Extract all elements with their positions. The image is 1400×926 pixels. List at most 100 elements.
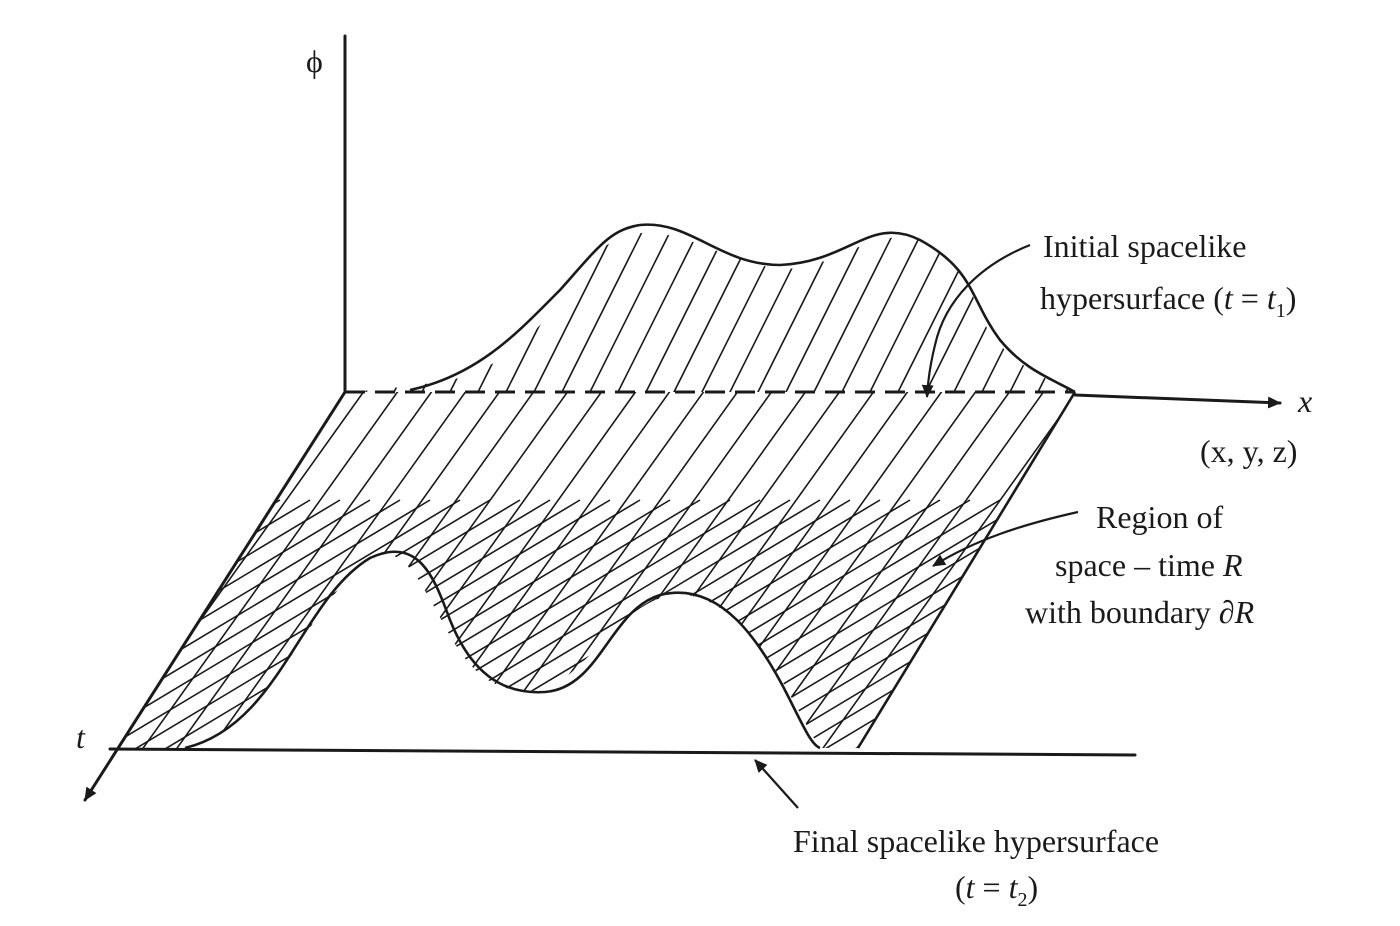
hatch-line bbox=[0, 380, 100, 800]
hatch-line bbox=[118, 499, 491, 748]
hatch-line bbox=[853, 392, 1075, 748]
final-surface-base-line bbox=[108, 747, 1137, 757]
hatch-line bbox=[259, 499, 761, 748]
hatch-line bbox=[653, 232, 855, 392]
phi-axis-label: ϕ bbox=[306, 43, 323, 79]
hatch-line bbox=[513, 232, 715, 392]
hatch-line bbox=[737, 232, 939, 392]
hatch-line bbox=[681, 232, 883, 392]
hatch-line bbox=[345, 232, 379, 392]
hatch-line bbox=[118, 499, 191, 748]
hatch-line bbox=[597, 232, 799, 392]
hatch-line bbox=[118, 392, 407, 748]
hatch-line bbox=[118, 499, 341, 748]
hatch-line bbox=[547, 392, 849, 748]
hatch-line bbox=[319, 499, 821, 748]
x-axis-label: x bbox=[1297, 383, 1312, 419]
hatch-line bbox=[1296, 380, 1400, 800]
region-label-line1: Region of bbox=[1096, 499, 1223, 535]
hatch-line bbox=[429, 232, 631, 392]
hatch-line bbox=[529, 499, 1031, 748]
hatch-line bbox=[345, 232, 547, 392]
hatch-line bbox=[139, 392, 441, 748]
hatch-line bbox=[457, 232, 659, 392]
hatch-line bbox=[118, 499, 281, 748]
hatch-line bbox=[717, 392, 1019, 748]
hatch-line bbox=[118, 499, 371, 748]
initial-surface-curve bbox=[409, 223, 1076, 394]
hatch-line bbox=[275, 392, 577, 748]
hatch-line bbox=[118, 392, 373, 748]
hatch-line bbox=[118, 499, 611, 748]
hatch-line bbox=[229, 499, 731, 748]
hatch-line bbox=[1250, 500, 1400, 800]
hatch-line bbox=[751, 392, 1053, 748]
hatch-line bbox=[1330, 380, 1400, 800]
hatch-line bbox=[118, 499, 131, 748]
hatch-line bbox=[479, 392, 781, 748]
hatch-line bbox=[513, 392, 815, 748]
region-label-line3: with boundary ∂R bbox=[1025, 594, 1255, 630]
final-surface-curve bbox=[184, 550, 821, 750]
hatch-line bbox=[1100, 500, 1400, 800]
hatch-line bbox=[1160, 500, 1400, 800]
t-axis-label: t bbox=[76, 719, 86, 755]
initial-surface-label-line2: hypersurface (t = t1) bbox=[1040, 280, 1296, 322]
final-surface-pointer bbox=[754, 759, 799, 809]
hatch-line bbox=[649, 392, 951, 748]
hatch-line bbox=[0, 500, 100, 800]
region-crosshatching bbox=[0, 380, 1400, 800]
region-pointer bbox=[932, 510, 1079, 567]
hatch-line bbox=[118, 392, 203, 748]
hatch-line bbox=[887, 392, 1075, 748]
hatch-line bbox=[379, 499, 881, 748]
hatch-line bbox=[345, 232, 519, 392]
hatch-line bbox=[921, 392, 1075, 748]
hatch-line bbox=[1190, 500, 1400, 800]
t-axis bbox=[83, 390, 347, 802]
hatch-line bbox=[118, 392, 237, 748]
hatch-line bbox=[199, 499, 701, 748]
final-surface-label-line1: Final spacelike hypersurface bbox=[793, 823, 1159, 859]
hatch-line bbox=[581, 392, 883, 748]
hatch-line bbox=[1220, 500, 1400, 800]
hatch-line bbox=[118, 499, 221, 748]
hatch-line bbox=[541, 232, 743, 392]
region-right-edge bbox=[856, 391, 1077, 749]
hatch-line bbox=[559, 499, 1061, 748]
hatch-line bbox=[1310, 500, 1400, 800]
hatch-line bbox=[118, 392, 135, 748]
hatch-line bbox=[289, 499, 791, 748]
hatch-line bbox=[118, 499, 461, 748]
hatch-line bbox=[569, 232, 771, 392]
hatch-line bbox=[343, 392, 645, 748]
hatch-line bbox=[309, 392, 611, 748]
final-surface-label-line2: (t = t2) bbox=[955, 869, 1038, 911]
initial-surface-label-line1: Initial spacelike bbox=[1043, 228, 1246, 264]
hatch-line bbox=[118, 499, 551, 748]
hatch-line bbox=[118, 499, 521, 748]
hatch-line bbox=[1370, 500, 1400, 800]
hatch-line bbox=[118, 499, 431, 748]
hatch-line bbox=[118, 499, 401, 748]
hatch-line bbox=[1280, 500, 1400, 800]
hatch-line bbox=[785, 392, 1075, 748]
hatch-line bbox=[411, 392, 713, 748]
x-axis bbox=[1073, 393, 1282, 409]
hatch-line bbox=[615, 392, 917, 748]
hatch-line bbox=[765, 232, 967, 392]
hatch-line bbox=[241, 392, 543, 748]
hatch-line bbox=[118, 499, 161, 748]
hatch-line bbox=[207, 392, 509, 748]
hatch-line bbox=[345, 232, 407, 392]
hatch-line bbox=[118, 499, 581, 748]
hatch-line bbox=[1340, 500, 1400, 800]
hatch-line bbox=[439, 499, 941, 748]
hatch-line bbox=[485, 232, 687, 392]
region-label-line2: space – time R bbox=[1055, 547, 1243, 583]
hatch-line bbox=[377, 392, 679, 748]
hatch-line bbox=[1130, 500, 1400, 800]
initial-surface-pointer bbox=[921, 243, 1031, 398]
space-coordinates-label: (x, y, z) bbox=[1200, 433, 1297, 469]
